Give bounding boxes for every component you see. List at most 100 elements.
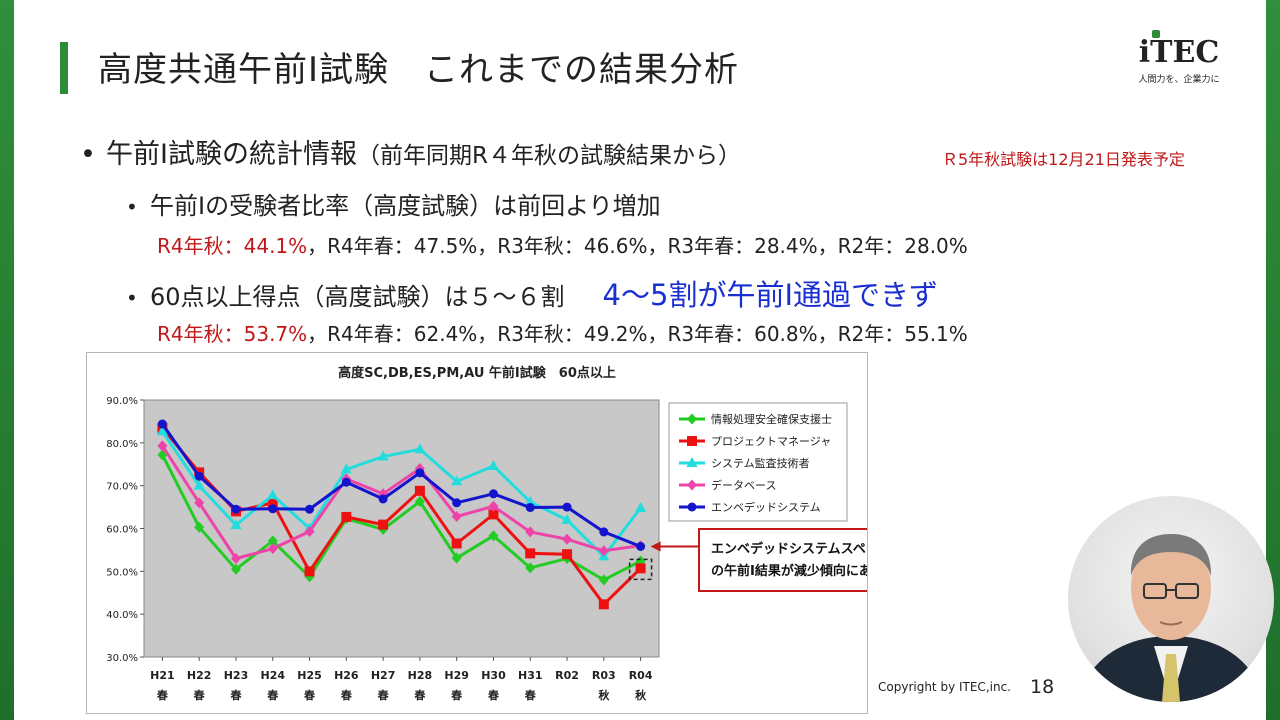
- data-point: [230, 552, 241, 564]
- data-point: [378, 494, 388, 504]
- data-point: [599, 527, 609, 537]
- callout-box: [698, 528, 867, 592]
- data-point: [562, 502, 572, 512]
- data-point: [414, 496, 425, 508]
- x-tick-label-season: 春: [194, 688, 206, 702]
- bullet-statistics: • 午前Ⅰ試験の統計情報（前年同期R４年秋の試験結果から）: [80, 132, 741, 171]
- legend-marker: [686, 457, 698, 467]
- data-point: [451, 475, 463, 486]
- x-tick-label: H27: [371, 669, 396, 682]
- examinee-ratio-rest: ，R4年春：47.5%，R3年秋：46.6%，R3年春：28.4%，R2年：28…: [307, 234, 968, 258]
- x-tick-label-season: 春: [304, 688, 316, 702]
- data-point: [378, 519, 389, 530]
- data-point: [525, 503, 535, 513]
- data-point: [194, 471, 204, 481]
- data-point: [525, 548, 536, 559]
- data-point: [451, 538, 462, 549]
- x-tick-label: R04: [629, 669, 653, 682]
- data-point: [635, 555, 646, 567]
- y-tick-label: 90.0%: [106, 396, 138, 407]
- bullet-statistics-sub: （前年同期R４年秋の試験結果から）: [356, 143, 741, 169]
- y-tick-label: 30.0%: [106, 653, 138, 664]
- y-tick-label: 80.0%: [106, 439, 138, 450]
- data-point: [524, 495, 536, 506]
- copyright: Copyright by ITEC,inc.: [878, 680, 1011, 694]
- data-point: [267, 497, 278, 508]
- x-tick-label-season: 秋: [635, 688, 647, 702]
- callout-text-line: エンベデッドシステムスペシャリスト受験者: [711, 541, 867, 557]
- legend-marker: [687, 413, 697, 425]
- data-point: [414, 443, 426, 454]
- series-line-1: [161, 454, 642, 582]
- series-line-5: [161, 423, 642, 548]
- bullet-pass-rate-text: 60点以上得点（高度試験）は５～６割: [150, 283, 565, 311]
- x-tick-label-season: 春: [525, 688, 537, 702]
- data-point: [157, 440, 168, 452]
- x-tick-label: H30: [481, 669, 506, 682]
- legend-marker: [687, 436, 697, 446]
- x-tick-label-season: 春: [157, 688, 169, 702]
- data-point: [341, 511, 352, 522]
- x-tick-label-season: 春: [267, 688, 279, 702]
- logo-dot-icon: [1152, 30, 1160, 38]
- right-edge-decoration: [1266, 0, 1280, 720]
- data-point: [562, 549, 573, 560]
- x-tick-label: H29: [444, 669, 469, 682]
- x-tick-label: H22: [187, 669, 212, 682]
- data-point: [451, 552, 462, 564]
- legend-label: システム監査技術者: [711, 456, 810, 470]
- series-line-4: [161, 445, 641, 561]
- data-point: [598, 545, 609, 557]
- data-point: [598, 574, 609, 586]
- series-line-3: [161, 430, 642, 559]
- data-point: [414, 485, 425, 496]
- bullet-dot-icon: •: [126, 195, 138, 219]
- data-point: [488, 509, 499, 520]
- data-point: [230, 519, 242, 530]
- x-tick-label-season: 春: [230, 688, 242, 702]
- x-tick-label: H26: [334, 669, 359, 682]
- data-point: [304, 566, 315, 577]
- bullet-pass-rate: • 60点以上得点（高度試験）は５～６割 4～5割が午前Ⅰ通過できず: [126, 272, 938, 314]
- slide: 高度共通午前Ⅰ試験 これまでの結果分析 iTEC 人間力を、企業力に • 午前Ⅰ試…: [14, 0, 1274, 720]
- data-point: [341, 477, 351, 487]
- bullet-dot-icon: •: [126, 286, 138, 310]
- x-tick-label-season: 春: [341, 688, 353, 702]
- x-tick-label-season: 春: [414, 688, 426, 702]
- examinee-ratio-stats: R4年秋：44.1%，R4年春：47.5%，R3年秋：46.6%，R3年春：28…: [157, 230, 968, 259]
- title-accent-bar: [60, 42, 68, 94]
- y-tick-label: 70.0%: [106, 482, 138, 493]
- data-point: [267, 489, 279, 500]
- x-tick-label: H21: [150, 669, 175, 682]
- data-point: [635, 501, 647, 512]
- callout-arrow-head: [650, 541, 661, 552]
- data-point: [340, 463, 352, 474]
- x-tick-label-season: 春: [488, 688, 500, 702]
- data-point: [488, 530, 499, 542]
- data-point: [636, 541, 646, 551]
- bullet-examinee-ratio: • 午前Ⅰの受験者比率（高度試験）は前回より増加: [126, 186, 661, 221]
- data-point: [267, 535, 278, 547]
- data-point: [194, 497, 205, 509]
- data-point: [305, 504, 315, 514]
- data-point: [156, 425, 168, 436]
- data-point: [268, 504, 278, 514]
- examinee-ratio-highlight: R4年秋：44.1%: [157, 234, 308, 258]
- x-tick-label-season: 春: [378, 688, 390, 702]
- data-point: [487, 459, 499, 470]
- data-point: [598, 599, 609, 610]
- data-point: [267, 543, 278, 555]
- y-tick-label: 60.0%: [106, 525, 138, 536]
- announcement-note: Ｒ5年秋試験は12月21日発表予定: [942, 150, 1185, 169]
- y-tick-label: 40.0%: [106, 610, 138, 621]
- itec-logo: iTEC 人間力を、企業力に: [1134, 30, 1224, 85]
- data-point: [193, 479, 205, 490]
- data-point: [415, 468, 425, 478]
- data-point: [231, 504, 241, 514]
- legend-label: データベース: [711, 478, 776, 492]
- x-tick-label: H28: [408, 669, 433, 682]
- data-point: [230, 563, 241, 575]
- bullet-examinee-ratio-text: 午前Ⅰの受験者比率（高度試験）は前回より増加: [150, 192, 661, 220]
- pass-rate-rest: ，R4年春：62.4%，R3年秋：49.2%，R3年春：60.8%，R2年：55…: [307, 322, 968, 346]
- x-tick-label: R03: [592, 669, 616, 682]
